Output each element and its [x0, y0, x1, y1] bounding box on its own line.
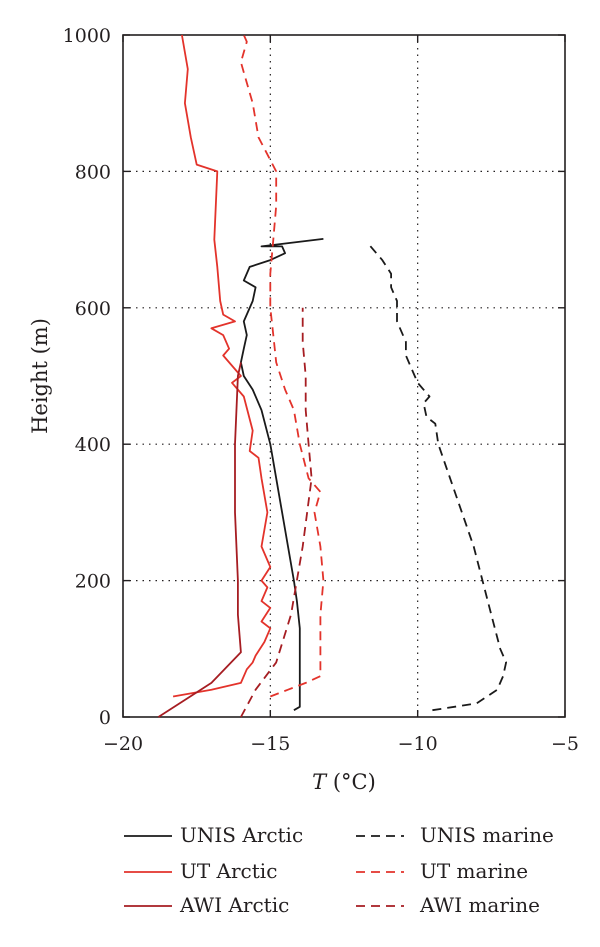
y-tick-label: 600	[75, 298, 111, 320]
x-axis-label: T (°C)	[312, 770, 376, 794]
x-tick-label: −5	[551, 733, 579, 755]
x-tick-label: −15	[250, 733, 290, 755]
y-tick-label: 400	[75, 434, 111, 456]
grid	[123, 35, 565, 717]
legend: UNIS Arctic UT Arctic AWI Arctic UNIS marin…	[124, 823, 554, 917]
legend-label: UT Arctic	[180, 859, 277, 883]
legend-label: UNIS marine	[420, 823, 554, 847]
series-line-unis-marine	[366, 242, 508, 712]
series-line-unis-arctic	[239, 238, 324, 711]
series-line-ut-marine	[239, 34, 325, 698]
legend-label: AWI marine	[419, 893, 540, 917]
y-tick-label: 0	[99, 707, 111, 729]
x-axis-label-symbol: T	[312, 770, 328, 794]
plot-frame	[122, 34, 566, 718]
y-tick-label: 200	[75, 571, 111, 593]
x-tick-label: −20	[103, 733, 143, 755]
axis-ticks: −20 −15 −10 −5 0 200 400 600 800 1000	[63, 25, 579, 755]
series-line-ut-arctic	[172, 34, 272, 698]
series-lines	[157, 34, 508, 718]
x-axis-label-unit: (°C)	[326, 770, 376, 794]
x-tick-label: −10	[398, 733, 438, 755]
legend-label: UNIS Arctic	[180, 823, 303, 847]
series-line-awi-arctic	[157, 362, 242, 718]
y-tick-label: 800	[75, 161, 111, 183]
y-tick-label: 1000	[63, 25, 111, 47]
series-line-awi-marine	[240, 307, 313, 718]
y-axis-label: Height (m)	[28, 318, 52, 434]
legend-label: UT marine	[420, 859, 528, 883]
legend-label: AWI Arctic	[179, 893, 289, 917]
